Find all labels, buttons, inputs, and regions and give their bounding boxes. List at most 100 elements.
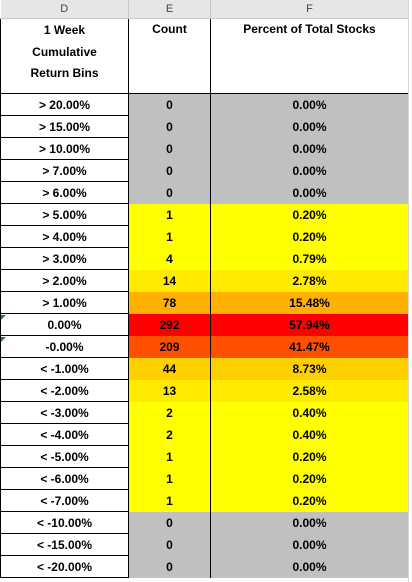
percent-cell[interactable]: 15.48% — [210, 291, 409, 314]
column-header-f[interactable]: F — [210, 0, 409, 19]
column-header-row: D E F — [0, 0, 409, 19]
table-row: < -2.00% 13 2.58% — [0, 379, 409, 402]
percent-header-cell[interactable]: Percent of Total Stocks — [210, 18, 409, 94]
count-cell[interactable]: 209 — [128, 335, 211, 358]
percent-cell[interactable]: 0.00% — [210, 555, 409, 578]
table-row: < -5.00% 1 0.20% — [0, 445, 409, 468]
column-header-e[interactable]: E — [128, 0, 211, 19]
percent-cell[interactable]: 0.00% — [210, 181, 409, 204]
table-row: > 1.00% 78 15.48% — [0, 291, 409, 314]
bin-cell[interactable]: < -6.00% — [0, 467, 129, 490]
table-row: < -20.00% 0 0.00% — [0, 555, 409, 578]
table-row: < -4.00% 2 0.40% — [0, 423, 409, 446]
count-cell[interactable]: 0 — [128, 115, 211, 138]
table-row: < -1.00% 44 8.73% — [0, 357, 409, 380]
count-cell[interactable]: 1 — [128, 225, 211, 248]
bin-cell[interactable]: > 4.00% — [0, 225, 129, 248]
table-body: > 20.00% 0 0.00% > 15.00% 0 0.00% > 10.00% 0 0.0… — [0, 93, 409, 578]
count-cell[interactable]: 14 — [128, 269, 211, 292]
count-cell[interactable]: 2 — [128, 423, 211, 446]
bin-cell[interactable]: < -2.00% — [0, 379, 129, 402]
bin-cell[interactable]: > 7.00% — [0, 159, 129, 182]
column-header-d[interactable]: D — [0, 0, 129, 19]
table-row: > 6.00% 0 0.00% — [0, 181, 409, 204]
count-cell[interactable]: 0 — [128, 555, 211, 578]
percent-cell[interactable]: 0.20% — [210, 467, 409, 490]
percent-cell[interactable]: 0.20% — [210, 203, 409, 226]
bin-cell[interactable]: 0.00% — [0, 313, 129, 336]
count-cell[interactable]: 2 — [128, 401, 211, 424]
table-row: < -10.00% 0 0.00% — [0, 511, 409, 534]
table-header-row: 1 Week Cumulative Return Bins Count Perc… — [0, 18, 409, 94]
table-row: > 5.00% 1 0.20% — [0, 203, 409, 226]
bins-header-line-2: Cumulative — [32, 44, 97, 59]
percent-cell[interactable]: 0.40% — [210, 401, 409, 424]
percent-cell[interactable]: 2.78% — [210, 269, 409, 292]
table-row: 0.00% 292 57.94% — [0, 313, 409, 336]
percent-cell[interactable]: 2.58% — [210, 379, 409, 402]
percent-cell[interactable]: 0.20% — [210, 225, 409, 248]
bin-cell[interactable]: < -7.00% — [0, 489, 129, 512]
percent-cell[interactable]: 8.73% — [210, 357, 409, 380]
bin-cell[interactable]: < -10.00% — [0, 511, 129, 534]
percent-cell[interactable]: 0.79% — [210, 247, 409, 270]
bin-cell[interactable]: > 15.00% — [0, 115, 129, 138]
percent-cell[interactable]: 0.00% — [210, 137, 409, 160]
bin-cell[interactable]: < -5.00% — [0, 445, 129, 468]
percent-cell[interactable]: 0.00% — [210, 533, 409, 556]
table-row: > 20.00% 0 0.00% — [0, 93, 409, 116]
bin-cell[interactable]: > 5.00% — [0, 203, 129, 226]
percent-cell[interactable]: 0.00% — [210, 115, 409, 138]
count-cell[interactable]: 0 — [128, 159, 211, 182]
count-cell[interactable]: 0 — [128, 137, 211, 160]
table-row: < -7.00% 1 0.20% — [0, 489, 409, 512]
bin-cell[interactable]: > 2.00% — [0, 269, 129, 292]
error-indicator-icon — [1, 337, 6, 342]
count-cell[interactable]: 0 — [128, 533, 211, 556]
bin-cell[interactable]: < -20.00% — [0, 555, 129, 578]
bin-cell[interactable]: > 3.00% — [0, 247, 129, 270]
table-row: > 15.00% 0 0.00% — [0, 115, 409, 138]
percent-cell[interactable]: 0.00% — [210, 511, 409, 534]
bin-cell[interactable]: < -1.00% — [0, 357, 129, 380]
bins-header-cell[interactable]: 1 Week Cumulative Return Bins — [0, 18, 129, 94]
count-cell[interactable]: 1 — [128, 445, 211, 468]
count-cell[interactable]: 292 — [128, 313, 211, 336]
bin-cell[interactable]: > 1.00% — [0, 291, 129, 314]
count-cell[interactable]: 1 — [128, 203, 211, 226]
table-row: > 7.00% 0 0.00% — [0, 159, 409, 182]
percent-cell[interactable]: 57.94% — [210, 313, 409, 336]
bins-header-line-1: 1 Week — [43, 23, 86, 37]
percent-cell[interactable]: 41.47% — [210, 335, 409, 358]
count-cell[interactable]: 1 — [128, 467, 211, 490]
count-cell[interactable]: 0 — [128, 511, 211, 534]
bin-cell[interactable]: < -15.00% — [0, 533, 129, 556]
table-row: < -3.00% 2 0.40% — [0, 401, 409, 424]
column-g-edge — [408, 0, 412, 582]
error-indicator-icon — [1, 315, 6, 320]
count-cell[interactable]: 4 — [128, 247, 211, 270]
bin-cell[interactable]: -0.00% — [0, 335, 129, 358]
percent-cell[interactable]: 0.20% — [210, 445, 409, 468]
count-cell[interactable]: 13 — [128, 379, 211, 402]
table-row: -0.00% 209 41.47% — [0, 335, 409, 358]
table-row: > 10.00% 0 0.00% — [0, 137, 409, 160]
count-cell[interactable]: 78 — [128, 291, 211, 314]
count-cell[interactable]: 1 — [128, 489, 211, 512]
bin-cell[interactable]: > 20.00% — [0, 93, 129, 116]
table-row: > 2.00% 14 2.78% — [0, 269, 409, 292]
bin-cell[interactable]: > 6.00% — [0, 181, 129, 204]
bin-cell[interactable]: < -3.00% — [0, 401, 129, 424]
percent-cell[interactable]: 0.00% — [210, 93, 409, 116]
count-header-cell[interactable]: Count — [128, 18, 211, 94]
table-row: < -15.00% 0 0.00% — [0, 533, 409, 556]
count-cell[interactable]: 0 — [128, 93, 211, 116]
percent-cell[interactable]: 0.20% — [210, 489, 409, 512]
percent-cell[interactable]: 0.00% — [210, 159, 409, 182]
count-cell[interactable]: 0 — [128, 181, 211, 204]
count-cell[interactable]: 44 — [128, 357, 211, 380]
percent-cell[interactable]: 0.40% — [210, 423, 409, 446]
bin-cell[interactable]: > 10.00% — [0, 137, 129, 160]
bin-cell[interactable]: < -4.00% — [0, 423, 129, 446]
